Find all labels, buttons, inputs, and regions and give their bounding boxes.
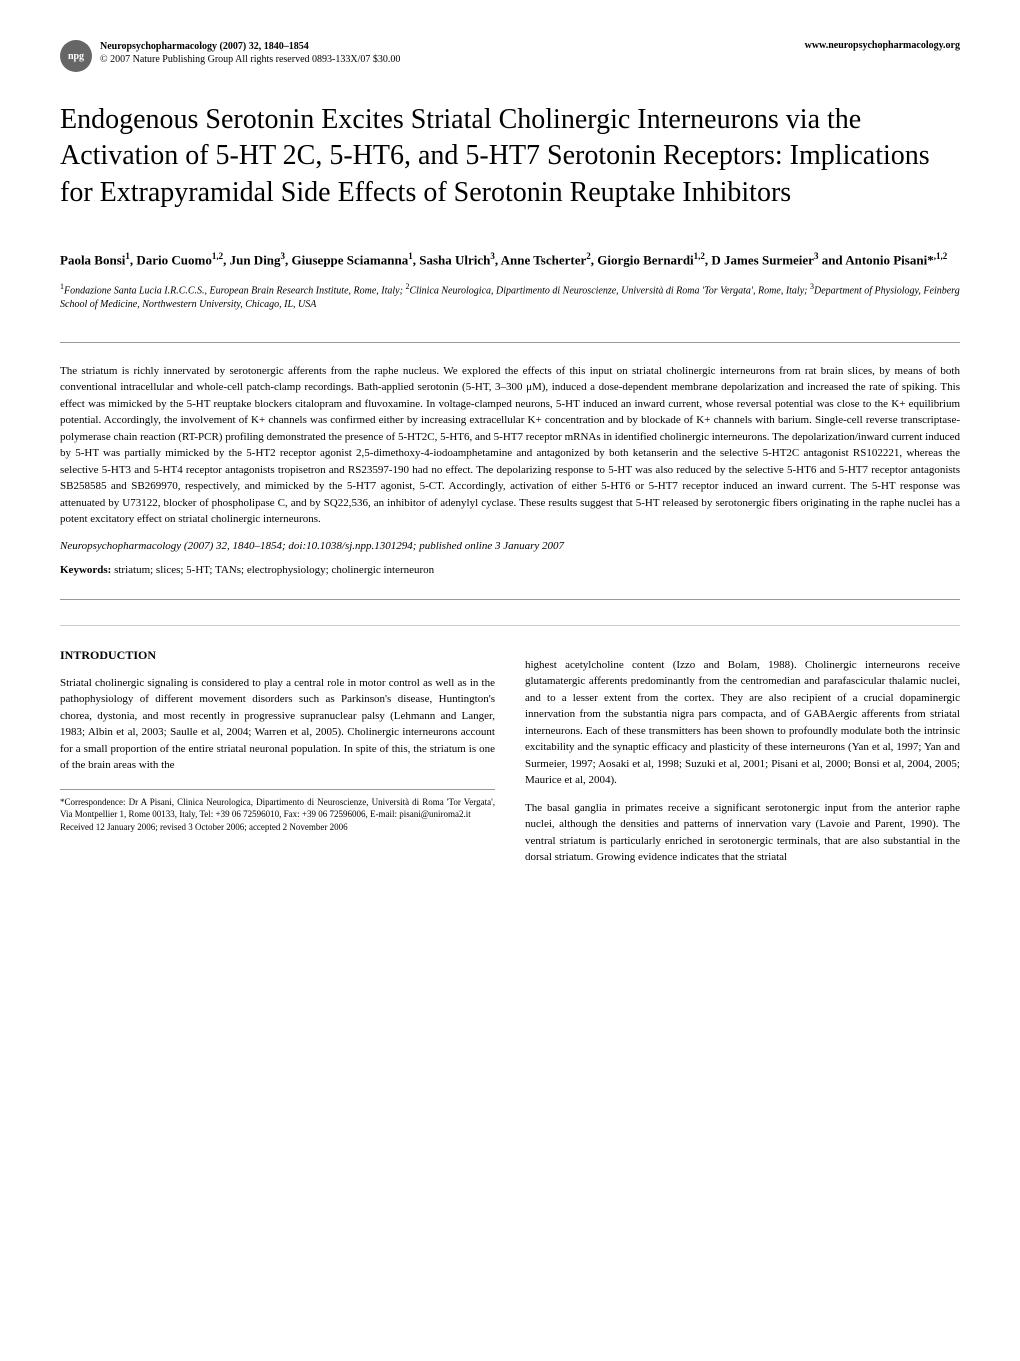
correspondence-text: *Correspondence: Dr A Pisani, Clinica Ne… [60, 796, 495, 821]
left-column: INTRODUCTION Striatal cholinergic signal… [60, 646, 495, 877]
header-left: npg Neuropsychopharmacology (2007) 32, 1… [60, 40, 400, 72]
introduction-heading: INTRODUCTION [60, 646, 495, 664]
journal-url: www.neuropsychopharmacology.org [805, 40, 960, 51]
authors-line: Paola Bonsi1, Dario Cuomo1,2, Jun Ding3,… [60, 251, 960, 268]
right-column: highest acetylcholine content (Izzo and … [525, 646, 960, 877]
article-title: Endogenous Serotonin Excites Striatal Ch… [60, 102, 960, 211]
intro-paragraph-right-2: The basal ganglia in primates receive a … [525, 800, 960, 866]
abstract-box: The striatum is richly innervated by ser… [60, 342, 960, 600]
abstract-text: The striatum is richly innervated by ser… [60, 363, 960, 528]
page-container: npg Neuropsychopharmacology (2007) 32, 1… [0, 0, 1020, 917]
journal-copyright-line: © 2007 Nature Publishing Group All right… [100, 53, 400, 66]
keywords-line: Keywords: striatum; slices; 5-HT; TANs; … [60, 562, 960, 579]
intro-paragraph-right-1: highest acetylcholine content (Izzo and … [525, 657, 960, 789]
received-text: Received 12 January 2006; revised 3 Octo… [60, 821, 495, 834]
journal-info: Neuropsychopharmacology (2007) 32, 1840–… [100, 40, 400, 66]
header-row: npg Neuropsychopharmacology (2007) 32, 1… [60, 40, 960, 72]
abstract-citation: Neuropsychopharmacology (2007) 32, 1840–… [60, 538, 960, 555]
keywords-label: Keywords: [60, 564, 111, 576]
journal-title-line: Neuropsychopharmacology (2007) 32, 1840–… [100, 40, 400, 53]
divider-line [60, 625, 960, 626]
publisher-badge-icon: npg [60, 40, 92, 72]
affiliations-line: 1Fondazione Santa Lucia I.R.C.C.S., Euro… [60, 281, 960, 312]
keywords-values: striatum; slices; 5-HT; TANs; electrophy… [111, 564, 434, 576]
body-columns: INTRODUCTION Striatal cholinergic signal… [60, 646, 960, 877]
footnote-box: *Correspondence: Dr A Pisani, Clinica Ne… [60, 789, 495, 834]
badge-text: npg [68, 51, 84, 62]
intro-paragraph-left: Striatal cholinergic signaling is consid… [60, 675, 495, 774]
